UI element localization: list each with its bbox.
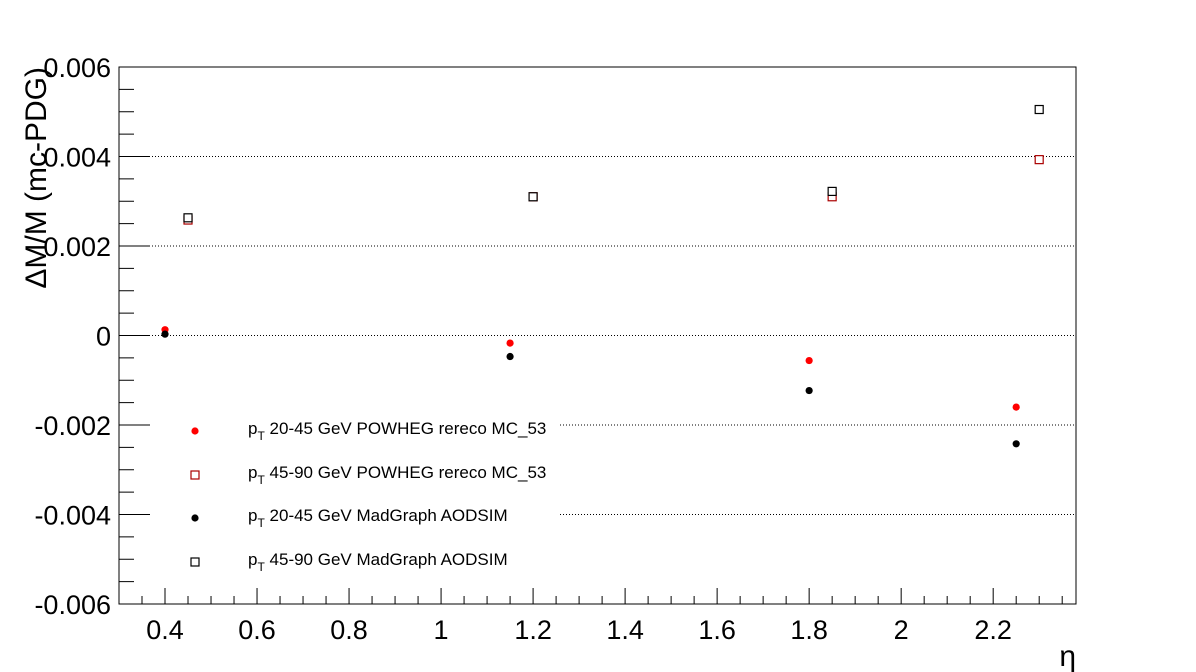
data-point (805, 386, 813, 395)
x-tick-label: 0.8 (330, 615, 368, 645)
legend-label: pT 45-90 GeV POWHEG rereco MC_53 (248, 463, 546, 487)
legend-marker (191, 427, 199, 435)
data-point (827, 186, 837, 197)
y-tick-label: -0.002 (34, 411, 111, 441)
legend-box (150, 405, 560, 585)
y-axis-ticks: -0.006 -0.004 -0.002 0 0.002 0.004 0.006 (34, 53, 149, 620)
legend-label: pT 45-90 GeV MadGraph AODSIM (248, 550, 508, 574)
data-point (1034, 155, 1044, 165)
y-tick-label: 0.002 (43, 232, 111, 262)
data-points (161, 104, 1044, 448)
legend-marker (191, 514, 199, 522)
x-tick-label: 2.2 (974, 615, 1012, 645)
data-point (805, 356, 813, 365)
x-tick-label: 0.6 (238, 615, 276, 645)
data-point (1034, 104, 1044, 115)
x-tick-label: 1.6 (698, 615, 736, 645)
x-tick-label: 1.4 (606, 615, 644, 645)
data-point (1012, 440, 1020, 448)
y-tick-label: -0.006 (34, 590, 111, 620)
x-tick-label: 1.8 (790, 615, 828, 645)
data-point (161, 330, 169, 338)
data-point (1012, 403, 1020, 411)
x-tick-label: 0.4 (146, 615, 184, 645)
y-tick-label: 0 (96, 322, 111, 352)
legend-label: pT 20-45 GeV POWHEG rereco MC_53 (248, 419, 546, 443)
data-point (506, 352, 514, 361)
y-tick-label: 0.006 (43, 53, 111, 83)
x-tick-label: 1.2 (514, 615, 552, 645)
x-axis-ticks: 0.4 0.6 0.8 1 1.2 1.4 1.6 1.8 2 2.2 (118, 588, 1063, 645)
x-tick-label: 1 (434, 615, 449, 645)
legend-marker (190, 470, 200, 480)
x-axis-title: η (1059, 640, 1076, 672)
y-axis-title: ΔM/M (mc-PDG) (20, 67, 53, 289)
x-tick-label: 2 (894, 615, 909, 645)
data-point (506, 339, 514, 347)
data-point (528, 192, 538, 202)
legend: pT 20-45 GeV POWHEG rereco MC_53 pT 45-90… (150, 405, 560, 585)
data-point (183, 213, 193, 223)
legend-marker (190, 557, 200, 567)
y-tick-label: 0.004 (43, 143, 111, 173)
y-tick-label: -0.004 (34, 501, 111, 531)
legend-label: pT 20-45 GeV MadGraph AODSIM (248, 506, 508, 530)
